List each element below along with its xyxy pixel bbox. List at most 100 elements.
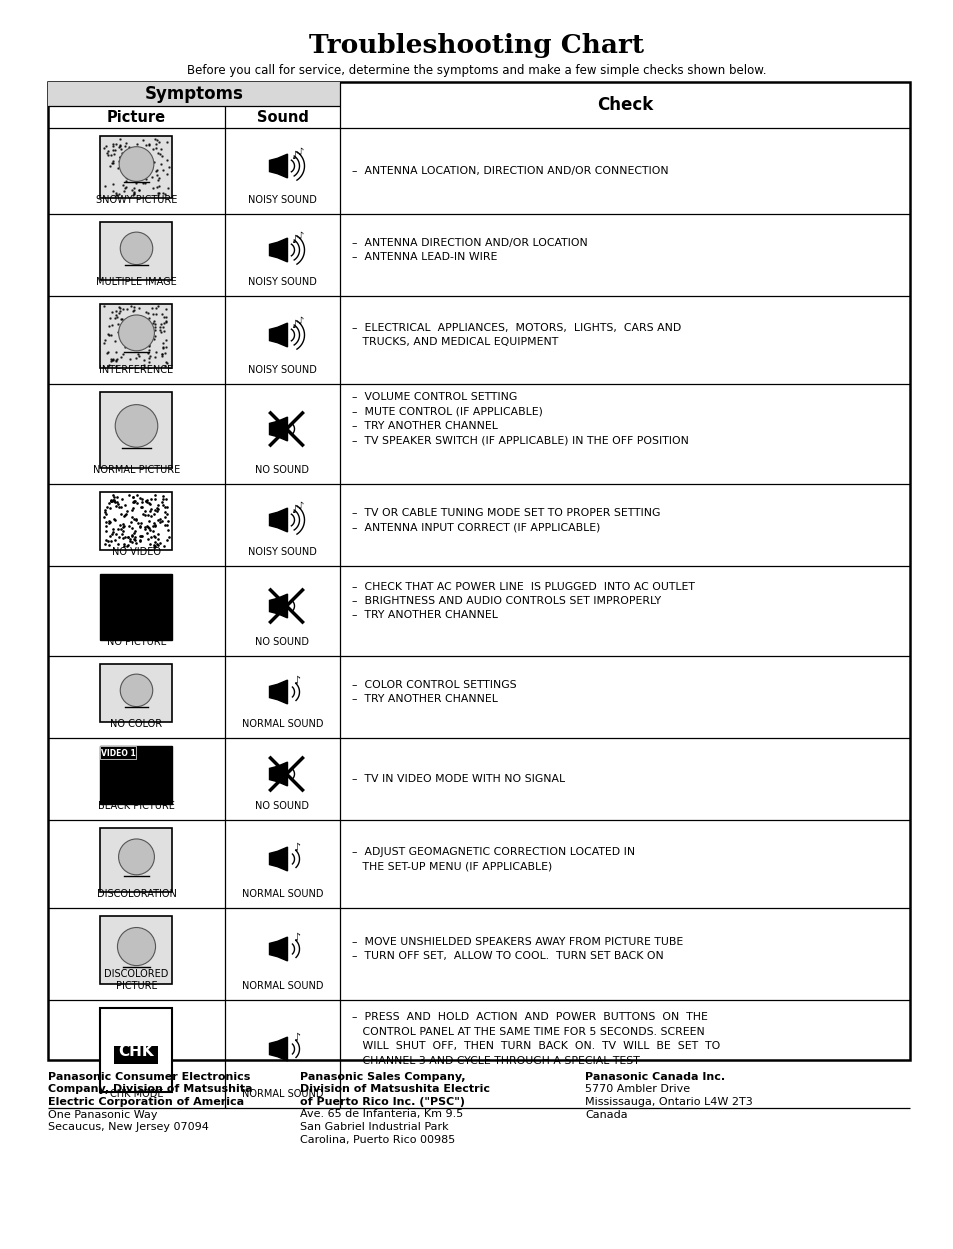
Point — [96, 296, 112, 316]
Point — [101, 536, 116, 556]
Text: Picture: Picture — [107, 110, 166, 125]
Point — [142, 493, 157, 513]
Point — [142, 501, 157, 521]
Text: Troubleshooting Chart: Troubleshooting Chart — [309, 32, 644, 57]
Text: –  ADJUST GEOMAGNETIC CORRECTION LOCATED IN
   THE SET-UP MENU (IF APPLICABLE): – ADJUST GEOMAGNETIC CORRECTION LOCATED … — [352, 847, 635, 872]
Point — [140, 506, 155, 526]
Point — [115, 300, 131, 320]
Point — [156, 312, 172, 332]
Point — [114, 490, 130, 510]
Point — [119, 169, 134, 189]
Point — [157, 343, 172, 363]
Point — [148, 500, 163, 520]
Point — [152, 155, 168, 175]
Point — [129, 510, 144, 530]
Point — [148, 516, 163, 536]
Point — [103, 491, 118, 511]
Point — [123, 296, 138, 316]
Point — [113, 505, 129, 525]
Point — [104, 531, 119, 551]
Point — [125, 518, 140, 538]
Point — [103, 145, 118, 165]
Text: –  ELECTRICAL  APPLIANCES,  MOTORS,  LIGHTS,  CARS AND
   TRUCKS, AND MEDICAL EQ: – ELECTRICAL APPLIANCES, MOTORS, LIGHTS,… — [352, 322, 680, 347]
Point — [109, 135, 124, 155]
Text: NOISY SOUND: NOISY SOUND — [248, 277, 316, 287]
Point — [126, 337, 141, 357]
Point — [106, 140, 121, 160]
Circle shape — [115, 405, 157, 447]
Point — [151, 523, 166, 543]
Point — [100, 145, 115, 165]
Point — [137, 151, 152, 171]
Point — [142, 493, 157, 513]
Point — [125, 492, 140, 512]
Bar — [100, 1008, 172, 1092]
Point — [147, 326, 162, 346]
Point — [107, 331, 122, 351]
Point — [114, 151, 130, 171]
Point — [111, 313, 126, 333]
Point — [131, 180, 146, 200]
Point — [137, 517, 152, 537]
Point — [132, 487, 148, 507]
Point — [152, 176, 167, 196]
Text: Mississauga, Ontario L4W 2T3: Mississauga, Ontario L4W 2T3 — [584, 1097, 752, 1107]
Text: Ave. 65 de Infanteria, Km 9.5: Ave. 65 de Infanteria, Km 9.5 — [299, 1109, 463, 1119]
Point — [135, 130, 151, 150]
Point — [152, 512, 168, 532]
Point — [115, 521, 131, 541]
Point — [139, 490, 154, 510]
Bar — [100, 828, 172, 892]
Point — [146, 321, 161, 341]
Point — [149, 497, 164, 517]
Point — [114, 152, 130, 172]
Point — [121, 150, 136, 170]
Text: ♪: ♪ — [291, 320, 297, 330]
Point — [112, 137, 127, 157]
Point — [153, 343, 169, 363]
Point — [161, 527, 176, 547]
Point — [100, 325, 115, 345]
Point — [132, 346, 147, 366]
Point — [145, 167, 160, 187]
Point — [109, 350, 124, 370]
Point — [117, 505, 132, 525]
Polygon shape — [269, 681, 287, 704]
Point — [153, 146, 169, 166]
Text: –  ANTENNA LOCATION, DIRECTION AND/OR CONNECTION: – ANTENNA LOCATION, DIRECTION AND/OR CON… — [352, 166, 668, 176]
Point — [158, 490, 173, 510]
Text: NORMAL SOUND: NORMAL SOUND — [241, 980, 323, 990]
Point — [126, 492, 141, 512]
Point — [141, 135, 156, 155]
Text: NORMAL PICTURE: NORMAL PICTURE — [92, 465, 180, 475]
Bar — [100, 746, 136, 759]
Point — [126, 297, 141, 317]
Point — [103, 498, 118, 518]
Point — [127, 301, 142, 321]
Point — [154, 160, 170, 180]
Point — [140, 321, 155, 341]
Point — [121, 486, 136, 506]
Point — [103, 351, 118, 371]
Point — [152, 132, 167, 152]
Text: ♪: ♪ — [293, 933, 300, 943]
Text: Before you call for service, determine the symptoms and make a few simple checks: Before you call for service, determine t… — [187, 64, 766, 76]
Text: SNOWY PICTURE: SNOWY PICTURE — [95, 195, 177, 205]
Point — [143, 500, 158, 520]
Text: ♪: ♪ — [297, 316, 303, 326]
Point — [107, 492, 122, 512]
Point — [144, 299, 159, 318]
Text: Sound: Sound — [256, 110, 308, 125]
Point — [154, 495, 170, 515]
Point — [141, 518, 156, 538]
Point — [114, 515, 130, 535]
Point — [105, 302, 120, 322]
Point — [124, 167, 139, 187]
Point — [117, 179, 132, 199]
Point — [118, 503, 133, 523]
Point — [141, 511, 156, 531]
Point — [127, 530, 142, 550]
Point — [139, 322, 154, 342]
Point — [106, 348, 121, 368]
Text: NO SOUND: NO SOUND — [255, 801, 309, 811]
